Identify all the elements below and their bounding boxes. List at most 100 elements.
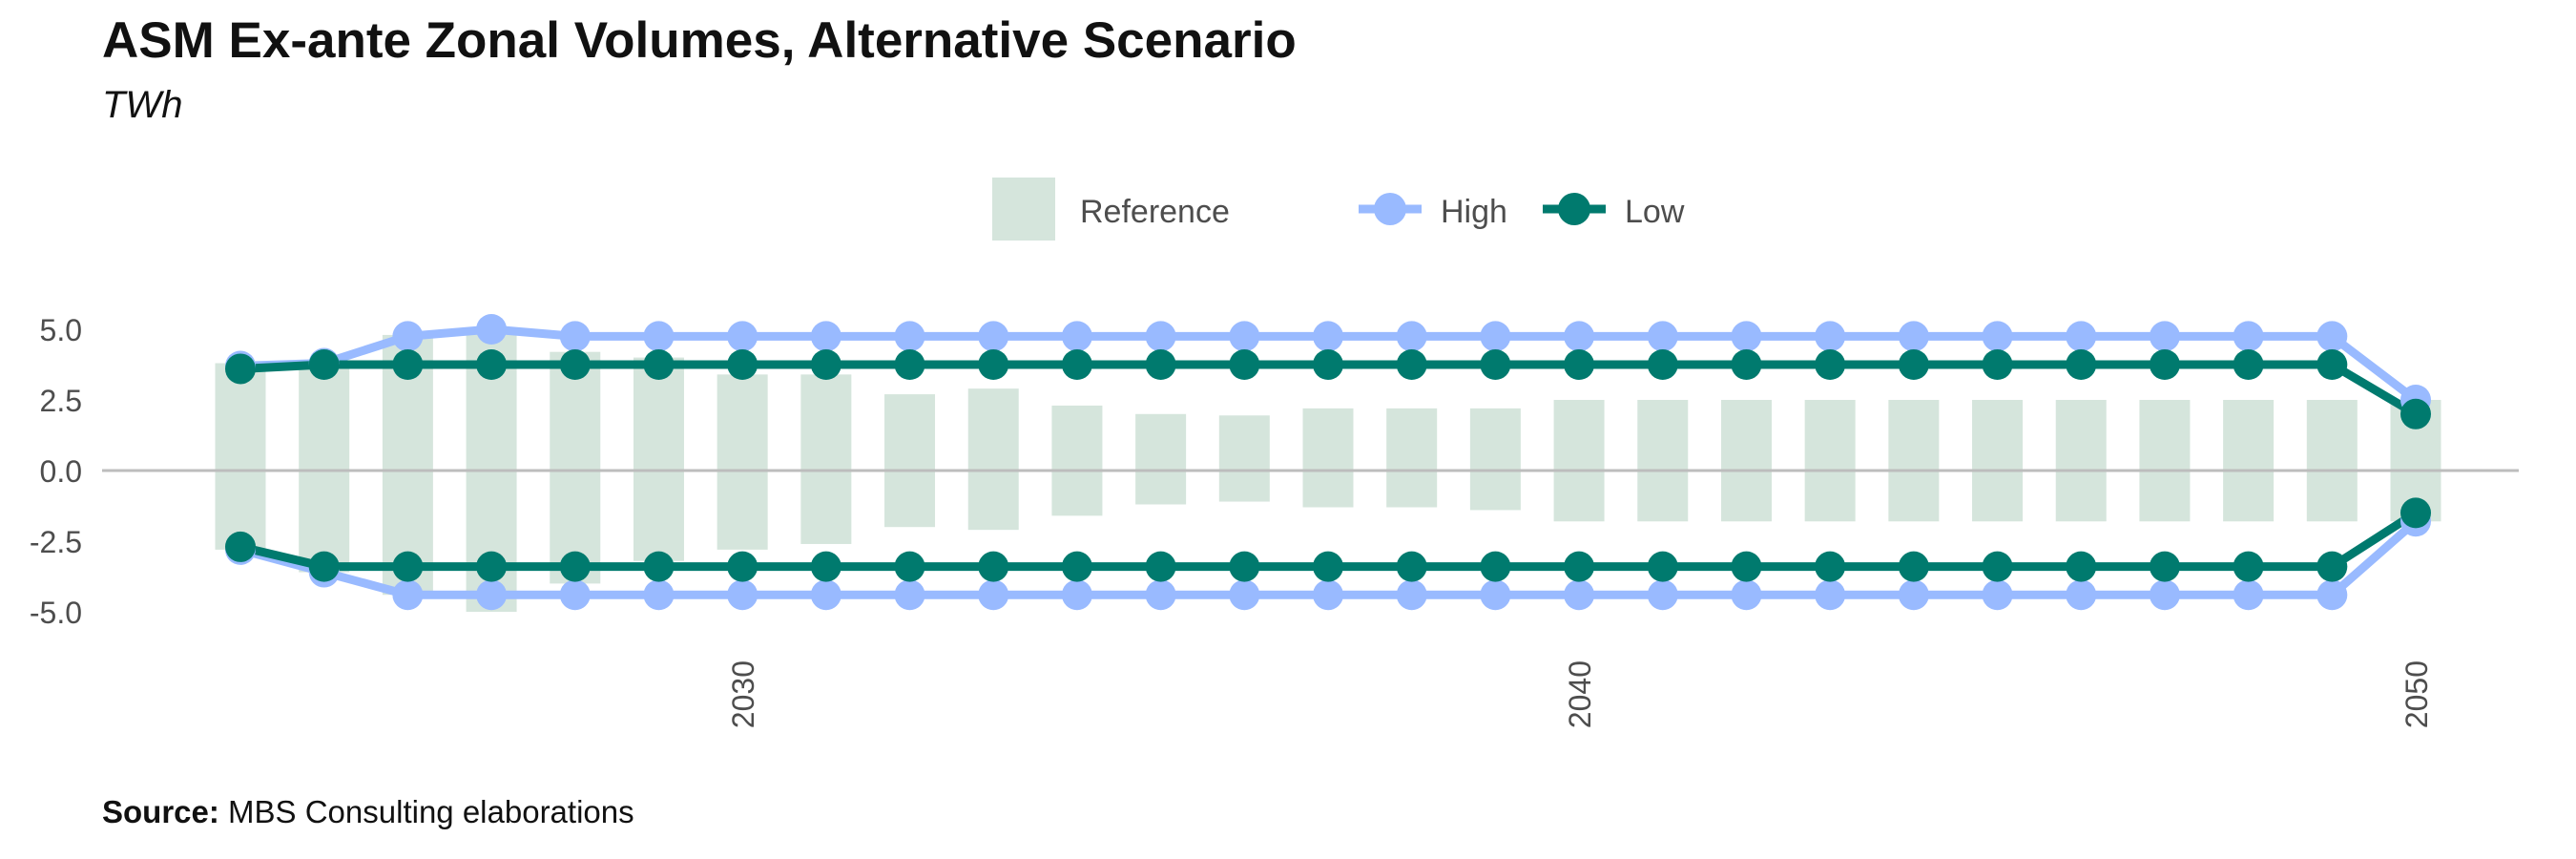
low-upper-point-2027	[476, 349, 508, 380]
source-label: Source:	[102, 794, 219, 829]
low-upper-point-2038	[1396, 349, 1427, 380]
high-upper-point-2049	[2316, 321, 2348, 352]
high-upper-point-2026	[392, 321, 424, 352]
low-lower-point-2039	[1480, 551, 1511, 582]
high-lower-point-2030	[727, 579, 758, 611]
low-upper-point-2047	[2149, 349, 2180, 380]
reference-bar-2043	[1804, 400, 1856, 522]
reference-bar-2037	[1302, 408, 1354, 508]
low-upper-point-2032	[894, 349, 925, 380]
x-axis: 2030 2040 2050	[726, 660, 2434, 728]
high-lower-point-2032	[894, 579, 925, 611]
low-lower-point-2040	[1564, 551, 1595, 582]
low-lower-point-2033	[978, 551, 1009, 582]
low-upper-point-2035	[1145, 349, 1176, 380]
legend-high-marker	[1374, 193, 1406, 225]
high-lower-point-2048	[2233, 579, 2264, 611]
low-upper-point-2029	[643, 349, 675, 380]
high-lower-point-2042	[1731, 579, 1762, 611]
low-lower-point-2031	[810, 551, 841, 582]
legend-reference-swatch	[992, 178, 1055, 241]
low-upper-point-2048	[2233, 349, 2264, 380]
low-upper-point-2034	[1061, 349, 1092, 380]
high-lower-point-2040	[1564, 579, 1595, 611]
reference-bar-2029	[633, 357, 684, 561]
low-lower-point-2042	[1731, 551, 1762, 582]
low-upper-point-2033	[978, 349, 1009, 380]
low-lower-point-2035	[1145, 551, 1176, 582]
low-lower-point-2050	[2400, 497, 2431, 529]
high-upper-point-2037	[1313, 321, 1343, 352]
y-tick-label: 5.0	[40, 313, 82, 347]
low-upper-point-2049	[2316, 349, 2348, 380]
low-lower-point-2025	[308, 551, 340, 582]
reference-bar-2046	[2055, 400, 2107, 522]
source-note: Source: MBS Consulting elaborations	[102, 794, 634, 830]
x-tick-label: 2030	[726, 660, 760, 728]
low-upper-point-2028	[559, 349, 591, 380]
high-upper-point-2033	[978, 321, 1009, 352]
low-lower-point-2029	[643, 551, 675, 582]
high-upper-point-2048	[2233, 321, 2264, 352]
low-lower-point-2024	[225, 531, 256, 562]
high-lower-point-2041	[1647, 579, 1678, 611]
x-tick-label: 2050	[2399, 660, 2434, 728]
low-lower-point-2043	[1815, 551, 1846, 582]
high-lower-point-2028	[559, 579, 591, 611]
chart-title: ASM Ex-ante Zonal Volumes, Alternative S…	[102, 12, 1297, 69]
reference-bar-2049	[2306, 400, 2358, 522]
y-tick-label: -2.5	[30, 525, 82, 559]
high-upper-point-2042	[1731, 321, 1762, 352]
y-tick-label: 2.5	[40, 384, 82, 418]
high-lower-point-2034	[1061, 579, 1092, 611]
low-lower-point-2026	[392, 551, 424, 582]
chart-subtitle: TWh	[102, 84, 183, 126]
low-upper-point-2041	[1647, 349, 1678, 380]
low-lower-point-2028	[559, 551, 591, 582]
high-lower-point-2039	[1480, 579, 1511, 611]
reference-bar-2039	[1469, 408, 1521, 511]
source-text: MBS Consulting elaborations	[228, 794, 634, 829]
high-upper-point-2045	[1982, 321, 2013, 352]
low-upper-point-2024	[225, 353, 256, 385]
high-lower-point-2035	[1145, 579, 1176, 611]
low-lower-point-2047	[2149, 551, 2180, 582]
reference-bar-2038	[1386, 408, 1438, 508]
legend-reference-label: Reference	[1080, 194, 1230, 230]
reference-bar-2045	[1972, 400, 2024, 522]
low-upper-point-2039	[1480, 349, 1511, 380]
low-upper-point-2046	[2066, 349, 2097, 380]
high-upper-point-2043	[1815, 321, 1846, 352]
high-lower-point-2033	[978, 579, 1009, 611]
y-axis: 5.0 2.5 0.0 -2.5 -5.0	[30, 313, 82, 630]
low-upper-point-2045	[1982, 349, 2013, 380]
low-lower-point-2036	[1229, 551, 1260, 582]
high-upper-point-2038	[1396, 321, 1427, 352]
low-lower-point-2032	[894, 551, 925, 582]
reference-bar-2030	[717, 374, 768, 550]
reference-bar-2024	[215, 363, 266, 550]
high-upper-point-2046	[2066, 321, 2097, 352]
high-lower-point-2045	[1982, 579, 2013, 611]
low-upper-point-2043	[1815, 349, 1846, 380]
high-upper-point-2039	[1480, 321, 1511, 352]
reference-bar-2031	[800, 374, 852, 544]
high-upper-point-2029	[643, 321, 675, 352]
high-lower-point-2026	[392, 579, 424, 611]
reference-bar-2042	[1720, 400, 1772, 522]
high-upper-point-2031	[810, 321, 841, 352]
reference-bar-2041	[1637, 400, 1689, 522]
high-lower-point-2044	[1898, 579, 1929, 611]
low-lower-point-2041	[1647, 551, 1678, 582]
low-lower-point-2049	[2316, 551, 2348, 582]
high-lower-point-2029	[643, 579, 675, 611]
low-upper-point-2050	[2400, 398, 2431, 430]
low-lower-point-2037	[1313, 551, 1343, 582]
high-upper-point-2035	[1145, 321, 1176, 352]
low-upper-point-2031	[810, 349, 841, 380]
x-tick-label: 2040	[1563, 660, 1597, 728]
reference-bar-2033	[967, 388, 1019, 531]
y-tick-label: 0.0	[40, 454, 82, 489]
high-upper-point-2044	[1898, 321, 1929, 352]
